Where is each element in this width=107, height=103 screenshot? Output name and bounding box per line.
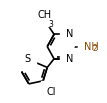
Text: Cl: Cl	[47, 87, 56, 97]
Text: NH: NH	[84, 42, 98, 52]
Text: 3: 3	[49, 20, 53, 29]
Text: CH: CH	[37, 10, 51, 20]
Text: N: N	[66, 29, 73, 39]
Text: S: S	[25, 54, 31, 64]
Text: N: N	[66, 54, 73, 64]
Text: 2: 2	[93, 44, 98, 53]
